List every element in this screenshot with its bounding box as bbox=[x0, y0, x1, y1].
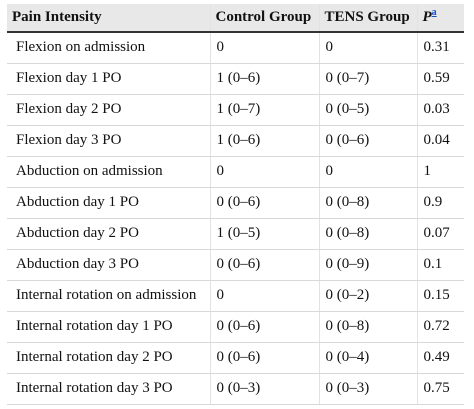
control-value: 0 (0–6) bbox=[209, 311, 319, 343]
tens-value: 0 (0–8) bbox=[318, 218, 417, 250]
control-value: 1 (0–6) bbox=[209, 125, 319, 157]
row-label: Internal rotation day 3 PO bbox=[7, 373, 210, 405]
row-label: Internal rotation day 1 PO bbox=[7, 311, 210, 343]
pain-intensity-table-container: Pain Intensity Control Group TENS Group … bbox=[7, 4, 464, 405]
row-label: Abduction on admission bbox=[7, 156, 210, 188]
table-row: Flexion day 3 PO 1 (0–6) 0 (0–6) 0.04 bbox=[7, 125, 464, 157]
tens-value: 0 bbox=[318, 156, 417, 188]
p-value: 1 bbox=[416, 156, 464, 188]
row-label: Abduction day 3 PO bbox=[7, 249, 210, 281]
table-row: Internal rotation day 1 PO 0 (0–6) 0 (0–… bbox=[7, 311, 464, 343]
p-value: 0.03 bbox=[416, 94, 464, 126]
tens-value: 0 (0–7) bbox=[318, 63, 417, 95]
footnote-link-a[interactable]: a bbox=[431, 7, 437, 18]
control-value: 1 (0–6) bbox=[209, 63, 319, 95]
tens-value: 0 (0–6) bbox=[318, 125, 417, 157]
control-value: 0 (0–6) bbox=[209, 249, 319, 281]
tens-value: 0 bbox=[318, 32, 417, 64]
tens-value: 0 (0–8) bbox=[318, 187, 417, 219]
row-label: Flexion day 1 PO bbox=[7, 63, 210, 95]
tens-value: 0 (0–9) bbox=[318, 249, 417, 281]
row-label: Internal rotation on admission bbox=[7, 280, 210, 312]
control-value: 0 bbox=[209, 280, 319, 312]
table-row: Abduction day 3 PO 0 (0–6) 0 (0–9) 0.1 bbox=[7, 249, 464, 281]
table-row: Flexion day 1 PO 1 (0–6) 0 (0–7) 0.59 bbox=[7, 63, 464, 95]
control-value: 0 (0–6) bbox=[209, 187, 319, 219]
p-value: 0.72 bbox=[416, 311, 464, 343]
tens-value: 0 (0–5) bbox=[318, 94, 417, 126]
p-value: 0.07 bbox=[416, 218, 464, 250]
header-pain-intensity: Pain Intensity bbox=[7, 4, 210, 33]
row-label: Flexion day 2 PO bbox=[7, 94, 210, 126]
table-header: Pain Intensity Control Group TENS Group … bbox=[7, 4, 464, 33]
tens-value: 0 (0–8) bbox=[318, 311, 417, 343]
p-value: 0.49 bbox=[416, 342, 464, 374]
tens-value: 0 (0–2) bbox=[318, 280, 417, 312]
table-row: Abduction day 1 PO 0 (0–6) 0 (0–8) 0.9 bbox=[7, 187, 464, 219]
p-value: 0.9 bbox=[416, 187, 464, 219]
p-value: 0.59 bbox=[416, 63, 464, 95]
p-value: 0.04 bbox=[416, 125, 464, 157]
table-row: Flexion day 2 PO 1 (0–7) 0 (0–5) 0.03 bbox=[7, 94, 464, 126]
table-row: Abduction day 2 PO 1 (0–5) 0 (0–8) 0.07 bbox=[7, 218, 464, 250]
table-row: Abduction on admission 0 0 1 bbox=[7, 156, 464, 188]
header-control-group: Control Group bbox=[209, 4, 319, 33]
row-label: Internal rotation day 2 PO bbox=[7, 342, 210, 374]
control-value: 0 (0–6) bbox=[209, 342, 319, 374]
pain-intensity-table: Pain Intensity Control Group TENS Group … bbox=[7, 4, 464, 405]
header-p-value: Pa bbox=[416, 4, 464, 33]
p-value: 0.75 bbox=[416, 373, 464, 405]
control-value: 0 (0–3) bbox=[209, 373, 319, 405]
control-value: 0 bbox=[209, 156, 319, 188]
row-label: Abduction day 1 PO bbox=[7, 187, 210, 219]
control-value: 0 bbox=[209, 32, 319, 64]
header-row: Pain Intensity Control Group TENS Group … bbox=[7, 4, 464, 33]
tens-value: 0 (0–4) bbox=[318, 342, 417, 374]
table-row: Internal rotation day 2 PO 0 (0–6) 0 (0–… bbox=[7, 342, 464, 374]
table-row: Flexion on admission 0 0 0.31 bbox=[7, 32, 464, 64]
control-value: 1 (0–7) bbox=[209, 94, 319, 126]
table-row: Internal rotation on admission 0 0 (0–2)… bbox=[7, 280, 464, 312]
row-label: Abduction day 2 PO bbox=[7, 218, 210, 250]
p-value-label: P bbox=[422, 9, 432, 25]
p-value: 0.1 bbox=[416, 249, 464, 281]
control-value: 1 (0–5) bbox=[209, 218, 319, 250]
tens-value: 0 (0–3) bbox=[318, 373, 417, 405]
table-row: Internal rotation day 3 PO 0 (0–3) 0 (0–… bbox=[7, 373, 464, 405]
row-label: Flexion on admission bbox=[7, 32, 210, 64]
table-body: Flexion on admission 0 0 0.31 Flexion da… bbox=[7, 32, 464, 405]
p-value: 0.15 bbox=[416, 280, 464, 312]
p-value: 0.31 bbox=[416, 32, 464, 64]
header-tens-group: TENS Group bbox=[318, 4, 417, 33]
row-label: Flexion day 3 PO bbox=[7, 125, 210, 157]
